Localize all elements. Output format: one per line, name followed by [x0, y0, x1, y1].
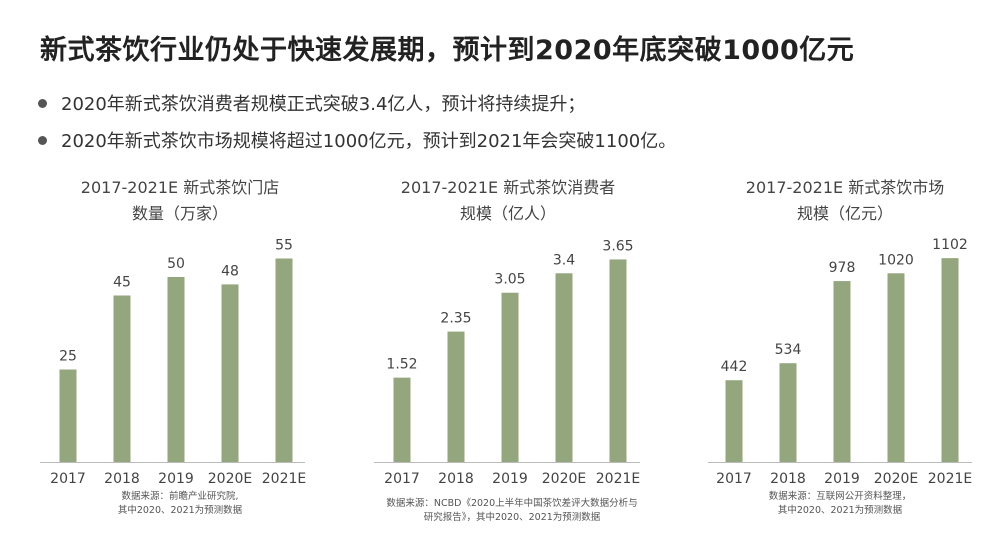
- bar: [221, 284, 239, 462]
- chart-2-source: 数据来源：NCBD《2020上半年中国茶饮差评大数据分析与 研究报告》，其中20…: [362, 497, 662, 525]
- x-tick-label: 2017: [384, 471, 420, 487]
- x-tick-label: 2021E: [262, 471, 306, 487]
- bar: [725, 380, 743, 462]
- x-tick-label: 2020E: [208, 471, 252, 487]
- data-label: 978: [829, 260, 856, 276]
- x-tick-label: 2020E: [874, 471, 918, 487]
- bullet-dot-icon: [38, 98, 47, 108]
- data-label: 25: [59, 349, 77, 365]
- data-label: 50: [167, 256, 185, 272]
- x-tick-label: 2017: [716, 471, 752, 487]
- chart-2-title-line-1: 2017-2021E 新式茶饮消费者: [400, 178, 616, 197]
- bullet-text: 2020年新式茶饮消费者规模正式突破3.4亿人，预计将持续提升；: [61, 94, 586, 115]
- x-tick-label: 2020E: [542, 471, 586, 487]
- data-label: 1020: [878, 252, 914, 268]
- data-label: 48: [221, 263, 239, 279]
- data-label: 3.05: [494, 272, 525, 288]
- x-tick-label: 2021E: [596, 471, 640, 487]
- x-tick-label: 2021E: [928, 471, 972, 487]
- data-label: 442: [721, 359, 748, 375]
- chart-3-source-line-2: 其中2020、2021为预测数据: [777, 505, 903, 516]
- data-label: 3.65: [602, 238, 633, 254]
- page-title: 新式茶饮行业仍处于快速发展期，预计到2020年底突破1000亿元: [40, 35, 855, 66]
- chart-1-source: 数据来源：前瞻产业研究院, 其中2020、2021为预测数据: [30, 490, 330, 518]
- data-label: 3.4: [553, 252, 575, 268]
- chart-2-source-line-1: 数据来源：NCBD《2020上半年中国茶饮差评大数据分析与: [386, 498, 638, 509]
- bullet-item-1: 2020年新式茶饮消费者规模正式突破3.4亿人，预计将持续提升；: [38, 90, 585, 116]
- chart-3-source: 数据来源：互联网公开资料整理， 其中2020、2021为预测数据: [690, 490, 990, 518]
- bar: [501, 292, 519, 462]
- chart-1-title: 2017-2021E 新式茶饮门店 数量（万家）: [30, 175, 330, 227]
- data-label: 55: [275, 238, 293, 254]
- bullet-dot-icon: [38, 135, 47, 145]
- bar: [887, 273, 905, 462]
- bar: [113, 295, 131, 462]
- chart-1-title-line-2: 数量（万家）: [131, 204, 228, 223]
- x-tick-label: 2017: [50, 471, 86, 487]
- bar: [779, 363, 797, 462]
- bar: [59, 369, 77, 462]
- x-tick-label: 2018: [438, 471, 474, 487]
- chart-2-title: 2017-2021E 新式茶饮消费者 规模（亿人）: [358, 175, 658, 227]
- bar: [167, 277, 185, 462]
- chart-3-source-line-1: 数据来源：互联网公开资料整理，: [768, 491, 912, 502]
- x-tick-label: 2018: [104, 471, 140, 487]
- chart-3-title-line-2: 规模（亿元）: [796, 204, 893, 223]
- bullet-item-2: 2020年新式茶饮市场规模将超过1000亿元，预计到2021年会突破1100亿。: [38, 127, 676, 153]
- chart-2-source-line-2: 研究报告》，其中2020、2021为预测数据: [423, 512, 601, 523]
- chart-1-source-line-2: 其中2020、2021为预测数据: [117, 505, 243, 516]
- bar: [609, 259, 627, 462]
- x-tick-label: 2019: [824, 471, 860, 487]
- bar: [555, 273, 573, 462]
- chart-1-title-line-1: 2017-2021E 新式茶饮门店: [80, 178, 280, 197]
- chart-3-title: 2017-2021E 新式茶饮市场 规模（亿元）: [695, 175, 995, 227]
- data-label: 534: [775, 342, 802, 358]
- bar: [833, 281, 851, 462]
- data-label: 1.52: [386, 357, 417, 373]
- x-tick-label: 2018: [770, 471, 806, 487]
- bullet-text: 2020年新式茶饮市场规模将超过1000亿元，预计到2021年会突破1100亿。: [61, 131, 677, 152]
- bar: [393, 377, 411, 462]
- chart-2-title-line-2: 规模（亿人）: [459, 204, 556, 223]
- data-label: 2.35: [440, 311, 471, 327]
- x-tick-label: 2019: [492, 471, 528, 487]
- bar: [941, 258, 959, 462]
- bar: [275, 258, 293, 462]
- data-label: 45: [113, 275, 131, 291]
- data-label: 1102: [932, 237, 968, 253]
- x-tick-label: 2019: [158, 471, 194, 487]
- chart-3-title-line-1: 2017-2021E 新式茶饮市场: [745, 178, 945, 197]
- chart-1-source-line-1: 数据来源：前瞻产业研究院,: [121, 491, 239, 502]
- bar: [447, 331, 465, 462]
